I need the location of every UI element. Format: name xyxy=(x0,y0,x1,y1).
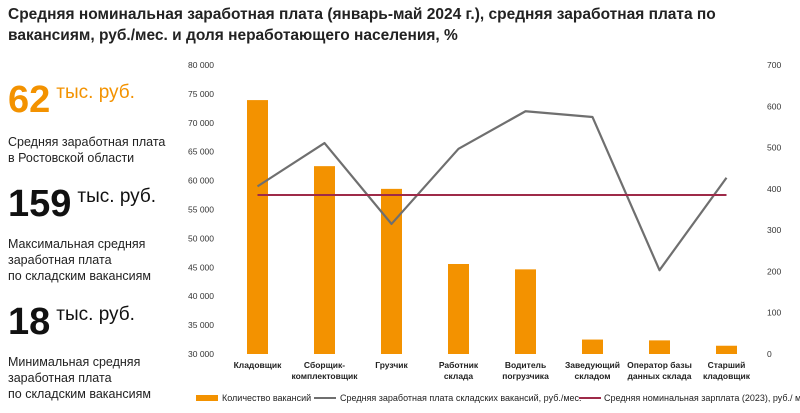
right-axis-tick: 500 xyxy=(767,143,781,153)
stat-min-salary-unit: тыс. руб. xyxy=(56,304,135,325)
stat-avg-salary-desc: Средняя заработная плата в Ростовской об… xyxy=(8,134,165,166)
category-label: Водитель погрузчика xyxy=(502,360,549,381)
stat-min-salary-desc-line: по складским вакансиям xyxy=(8,387,152,401)
right-axis-tick: 600 xyxy=(767,101,781,111)
stat-max-salary-value: 159 xyxy=(8,183,72,225)
left-axis-tick: 60 000 xyxy=(188,176,214,186)
category-label: Оператор базы данных склада xyxy=(627,360,692,381)
stat-max-salary: 159 тыс. руб. xyxy=(8,184,156,224)
category-label: Кладовщик xyxy=(234,360,283,370)
right-axis-tick: 300 xyxy=(767,225,781,235)
category-label: Заведующий складом xyxy=(565,360,620,381)
stat-min-salary: 18 тыс. руб. xyxy=(8,302,135,342)
left-axis-tick: 35 000 xyxy=(188,320,214,330)
bar-vacancies xyxy=(716,345,737,354)
left-axis-tick: 70 000 xyxy=(188,118,214,128)
right-axis-tick: 200 xyxy=(767,266,781,276)
right-axis-tick: 400 xyxy=(767,184,781,194)
left-axis-tick: 65 000 xyxy=(188,147,214,157)
series-line-vacancy-salary xyxy=(256,110,728,272)
left-axis-tick: 80 000 xyxy=(188,60,214,70)
bar-vacancies xyxy=(247,100,268,354)
category-label-line: данных склада xyxy=(627,371,691,381)
right-axis-tick: 100 xyxy=(767,308,781,318)
category-label-line: складом xyxy=(575,371,611,381)
category-label-line: Грузчик xyxy=(375,360,408,370)
category-label-line: Кладовщик xyxy=(234,360,283,370)
category-label: Сборщик-комплектовщик xyxy=(291,360,358,381)
stat-max-salary-desc-line: Максимальная средняя xyxy=(8,237,146,251)
page-title: Средняя номинальная заработная плата (ян… xyxy=(8,6,716,44)
legend-swatch-bars xyxy=(196,395,218,401)
stat-max-salary-desc: Максимальная средняя заработная плата по… xyxy=(8,236,151,284)
left-axis-tick: 45 000 xyxy=(188,262,214,272)
left-axis-tick: 75 000 xyxy=(188,89,214,99)
stat-avg-salary-value: 62 xyxy=(8,79,51,121)
category-label-line: погрузчика xyxy=(502,371,549,381)
bar-vacancies xyxy=(448,263,469,354)
category-label: Работник склада xyxy=(439,360,479,381)
left-axis-tick: 50 000 xyxy=(188,233,214,243)
stat-min-salary-desc-line: Минимальная средняя xyxy=(8,355,141,369)
stat-avg-salary-desc-line: Средняя заработная плата xyxy=(8,135,166,149)
stat-max-salary-desc-line: по складским вакансиям xyxy=(8,269,152,283)
left-axis-tick: 55 000 xyxy=(188,205,214,215)
category-label-line: кладовщик xyxy=(703,371,751,381)
right-axis-tick: 0 xyxy=(767,349,772,359)
bar-vacancies xyxy=(649,340,670,354)
left-axis-tick: 30 000 xyxy=(188,349,214,359)
stat-min-salary-desc-line: заработная плата xyxy=(8,371,112,385)
stat-max-salary-unit: тыс. руб. xyxy=(77,186,157,207)
legend-label-line: Средняя заработная плата складских вакан… xyxy=(340,393,582,403)
stat-avg-salary-desc-line: в Ростовской области xyxy=(8,151,135,165)
category-label-line: склада xyxy=(444,371,474,381)
bar-vacancies xyxy=(582,339,603,354)
category-label: Старший кладовщик xyxy=(703,360,751,381)
bar-vacancies xyxy=(314,166,335,354)
stat-max-salary-desc-line: заработная плата xyxy=(8,253,112,267)
right-axis-tick: 700 xyxy=(767,60,781,70)
legend-label-bars: Количество вакансий xyxy=(222,393,311,403)
category-label-line: Сборщик- xyxy=(304,360,345,370)
category-label-line: Заведующий xyxy=(565,360,620,370)
category-label-line: Оператор базы xyxy=(627,360,692,370)
bar-vacancies xyxy=(515,269,536,354)
legend-label-avg: Средняя номинальная зарплата (2023), руб… xyxy=(604,393,800,403)
category-label-line: Старший xyxy=(708,360,746,370)
left-axis-tick: 40 000 xyxy=(188,291,214,301)
stat-min-salary-desc: Минимальная средняя заработная плата по … xyxy=(8,354,151,402)
category-label-line: Водитель xyxy=(505,360,546,370)
category-label-line: Работник xyxy=(439,360,479,370)
stat-avg-salary: 62 тыс. руб. xyxy=(8,80,135,120)
bar-vacancies xyxy=(381,188,402,354)
category-label-line: комплектовщик xyxy=(291,371,358,381)
category-label: Грузчик xyxy=(375,360,408,370)
stat-avg-salary-unit: тыс. руб. xyxy=(56,82,135,103)
stat-min-salary-value: 18 xyxy=(8,301,51,343)
